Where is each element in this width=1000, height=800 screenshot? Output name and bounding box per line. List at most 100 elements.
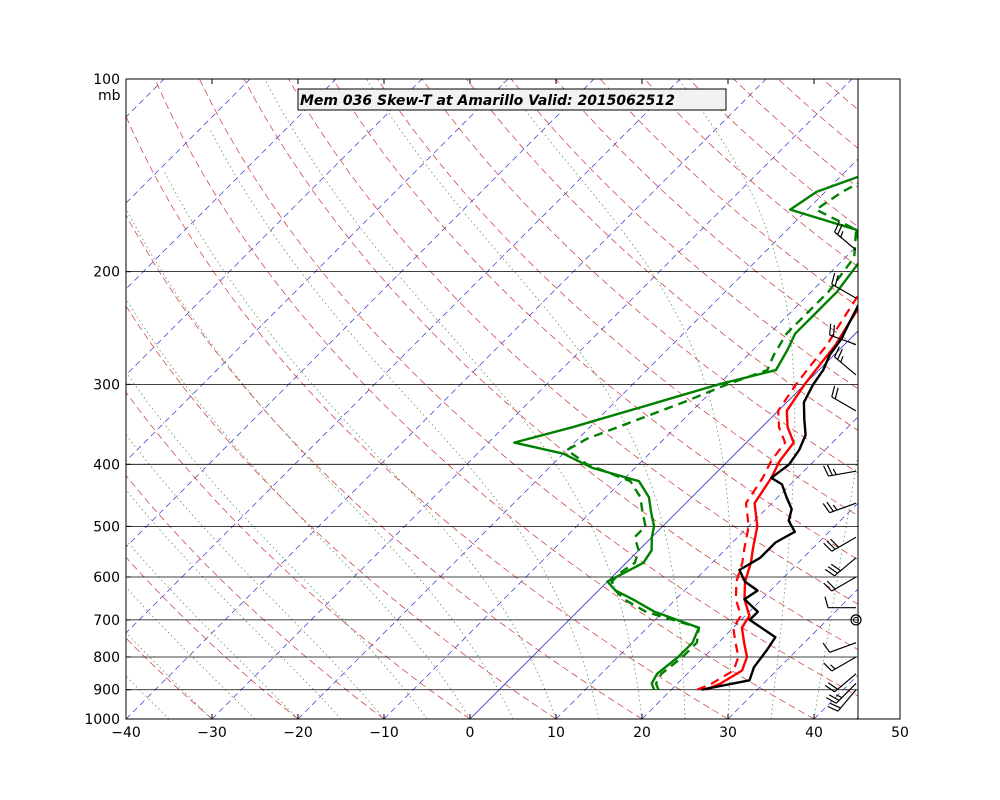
isotherm-line <box>469 330 858 719</box>
wind-barb <box>831 385 857 412</box>
dry-adiabat-line <box>956 79 1000 719</box>
y-tick-label: 300 <box>93 377 120 393</box>
y-tick-label: 400 <box>93 457 120 473</box>
isotherm-line <box>383 244 858 719</box>
dry-adiabat-line <box>599 79 858 308</box>
x-axis-ticks: −40 −30 −20 −10 0 10 20 30 40 50 <box>111 79 909 741</box>
wind-barb <box>850 614 862 626</box>
dry-adiabat-line <box>912 79 1000 719</box>
wind-barb <box>824 596 856 609</box>
isotherm-line <box>641 502 858 719</box>
y-tick-label: 800 <box>93 650 120 666</box>
x-tick-label: 40 <box>805 725 823 741</box>
wind-barb <box>829 323 857 346</box>
isotherm-line <box>555 416 858 719</box>
chart-title: Mem 036 Skew-T at Amarillo Valid: 201506… <box>297 88 727 111</box>
dry-adiabat-line <box>126 475 385 719</box>
y-tick-label: 700 <box>93 613 120 629</box>
x-tick-label: 30 <box>719 725 737 741</box>
profile-series <box>513 175 858 691</box>
dry-adiabat-line <box>332 79 858 561</box>
isotherm-line <box>126 79 681 634</box>
moist-adiabat-line <box>126 433 385 719</box>
dry-adiabat-line <box>243 79 858 651</box>
wind-barb <box>822 501 857 514</box>
moist-adiabat-line <box>678 79 796 719</box>
plot-border <box>125 78 901 720</box>
moist-adiabat-line <box>500 79 732 719</box>
virtual-temperature-line <box>705 306 858 691</box>
isotherm-line <box>126 79 423 376</box>
wind-barb <box>823 576 857 592</box>
dry-adiabat-line <box>733 79 858 188</box>
isotherm-line <box>126 79 337 290</box>
isotherm-line <box>211 79 853 719</box>
isotherm-line <box>126 79 251 204</box>
wind-barb <box>823 656 857 672</box>
moist-adiabat-line <box>366 79 686 719</box>
wind-barb <box>827 689 857 712</box>
isotherm-line <box>126 79 595 548</box>
wind-barb <box>822 642 857 653</box>
y-tick-label: 500 <box>93 519 120 535</box>
dry-adiabat-line <box>126 556 299 719</box>
dry-adiabat-line <box>466 79 858 431</box>
moist-adiabat-line <box>813 451 858 719</box>
wind-barbs <box>822 79 862 719</box>
pressure-unit-label: mb <box>98 88 121 104</box>
moist-adiabat-line <box>126 489 342 719</box>
title-text: Mem 036 Skew-T at Amarillo Valid: 201506… <box>300 93 675 109</box>
dewpoint-line <box>513 175 858 691</box>
dry-adiabat-line <box>644 79 858 267</box>
background-lines <box>0 79 1000 719</box>
dry-adiabat-line <box>126 637 213 719</box>
x-tick-label: 50 <box>891 725 909 741</box>
dry-adiabat-line <box>126 115 729 719</box>
dry-adiabat-line <box>867 79 1000 719</box>
dry-adiabat-line <box>421 79 858 474</box>
y-tick-label: 1000 <box>84 712 120 728</box>
y-tick-label: 600 <box>93 570 120 586</box>
isobar-lines <box>126 271 858 691</box>
moist-adiabat-line <box>126 298 471 719</box>
dry-adiabat-line <box>822 79 858 111</box>
x-tick-label: −10 <box>369 725 399 741</box>
x-tick-label: 20 <box>633 725 651 741</box>
moist-adiabat-line <box>856 711 858 719</box>
virtual-temperature-dashed-line <box>696 293 858 691</box>
wind-barb <box>834 221 857 251</box>
dry-adiabat-line <box>199 79 858 697</box>
dry-adiabat-line <box>288 79 858 605</box>
moist-adiabat-line <box>126 586 256 719</box>
temperature-line <box>701 303 858 691</box>
y-axis-ticks: 100 200 300 400 500 600 700 800 900 1000 <box>84 72 131 728</box>
moist-adiabat-line <box>126 539 299 719</box>
dry-adiabat-line <box>126 305 557 719</box>
moist-adiabat-line <box>264 79 643 719</box>
dry-adiabat-line <box>555 79 858 348</box>
y-tick-label: 900 <box>93 683 120 699</box>
wind-barb <box>831 272 857 299</box>
isotherm-line <box>0 79 78 719</box>
dry-adiabat-line <box>126 214 643 719</box>
dry-adiabat-line <box>154 79 815 719</box>
wind-barb <box>834 346 857 376</box>
wind-barb <box>824 557 857 577</box>
wind-barb <box>824 673 857 693</box>
plot-frame <box>125 78 901 720</box>
isotherm-line <box>727 588 858 719</box>
dry-adiabat-line <box>510 79 858 390</box>
x-tick-label: 10 <box>547 725 565 741</box>
wind-barb <box>826 683 857 704</box>
x-tick-label: 0 <box>466 725 475 741</box>
y-tick-label: 200 <box>93 265 120 281</box>
moist-adiabat-line <box>209 129 600 719</box>
x-tick-label: −30 <box>197 725 227 741</box>
isotherm-line <box>126 79 165 118</box>
title-box <box>297 88 727 111</box>
moist-adiabat-line <box>164 172 557 719</box>
wind-barb <box>823 464 857 477</box>
moist-adiabat-line <box>126 675 170 719</box>
